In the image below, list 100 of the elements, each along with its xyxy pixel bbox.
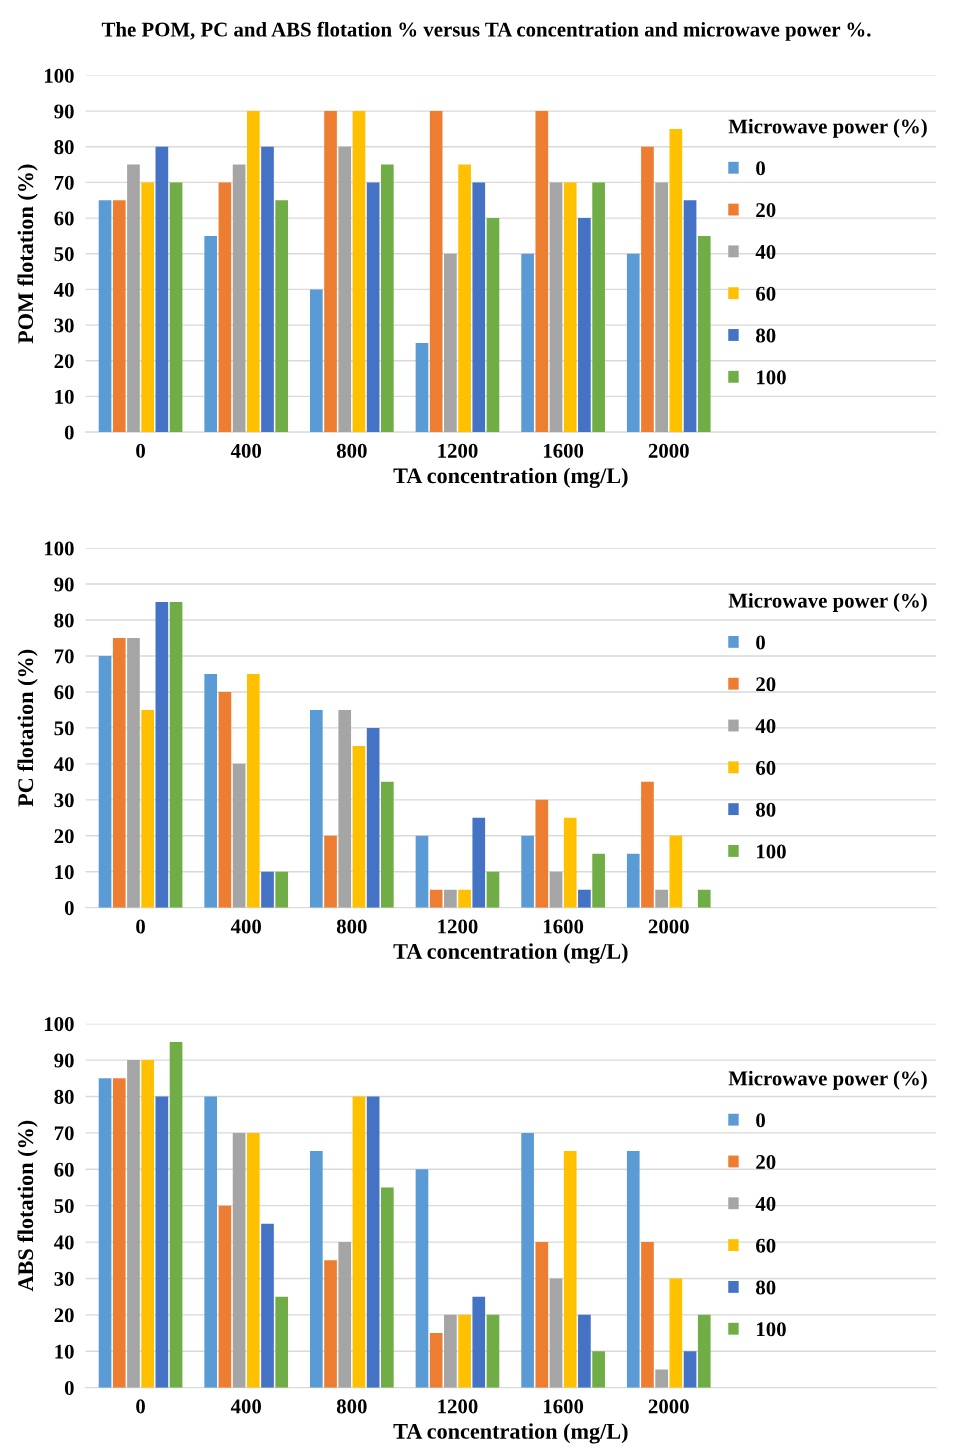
legend-label: 20 bbox=[756, 203, 776, 218]
bar bbox=[683, 200, 697, 433]
bar bbox=[169, 1041, 183, 1388]
x-tick-label: 0 bbox=[136, 919, 145, 934]
y-tick-label: 40 bbox=[53, 757, 74, 772]
bar bbox=[380, 781, 394, 908]
bar bbox=[444, 253, 457, 433]
legend-label: 80 bbox=[756, 802, 776, 817]
y-tick-label: 90 bbox=[54, 577, 74, 592]
bar bbox=[98, 1078, 112, 1388]
bar bbox=[563, 1151, 577, 1388]
y-tick-label: 20 bbox=[54, 829, 74, 844]
bar bbox=[352, 745, 366, 908]
bar bbox=[169, 602, 183, 908]
bar bbox=[324, 111, 337, 433]
bar bbox=[366, 182, 380, 433]
y-tick-label: 100 bbox=[44, 68, 74, 83]
bar bbox=[655, 889, 668, 908]
bar bbox=[578, 1314, 591, 1388]
x-axis-title: TA concentration (mg/L) bbox=[393, 943, 628, 964]
bar bbox=[521, 835, 534, 908]
bar bbox=[472, 1296, 486, 1388]
y-axis-title: ABS flotation (%) bbox=[17, 1120, 38, 1292]
bar bbox=[697, 235, 711, 433]
x-tick-label: 2000 bbox=[648, 919, 689, 934]
bar bbox=[246, 673, 260, 908]
legend-label: 100 bbox=[757, 844, 786, 859]
bar bbox=[310, 1151, 323, 1388]
bar bbox=[683, 1351, 697, 1388]
y-tick-label: 80 bbox=[54, 1089, 74, 1104]
legend-label: 40 bbox=[755, 244, 776, 259]
bar bbox=[641, 1242, 654, 1388]
bar bbox=[155, 1096, 169, 1388]
x-axis-title: TA concentration (mg/L) bbox=[393, 467, 628, 488]
x-tick-label: 1200 bbox=[438, 919, 478, 934]
bar bbox=[155, 602, 169, 908]
bar bbox=[429, 111, 443, 433]
bar bbox=[338, 146, 352, 433]
bar bbox=[338, 1242, 352, 1388]
bar bbox=[592, 1351, 605, 1388]
bar bbox=[697, 889, 711, 908]
bar bbox=[275, 871, 289, 908]
y-tick-label: 60 bbox=[54, 1162, 74, 1177]
legend-label: 100 bbox=[757, 1322, 786, 1337]
bar bbox=[429, 889, 443, 908]
bar bbox=[458, 889, 471, 908]
bar bbox=[415, 1169, 429, 1388]
y-tick-label: 10 bbox=[55, 865, 74, 880]
bar bbox=[563, 817, 577, 908]
x-tick-label: 2000 bbox=[648, 443, 689, 458]
y-tick-label: 50 bbox=[54, 721, 74, 736]
y-tick-label: 80 bbox=[54, 140, 74, 155]
y-tick-label: 50 bbox=[54, 247, 74, 262]
bar bbox=[98, 200, 112, 433]
legend-label: 60 bbox=[756, 1238, 776, 1253]
bar bbox=[549, 182, 563, 433]
bar bbox=[204, 1096, 218, 1388]
bar bbox=[380, 1187, 394, 1388]
bar bbox=[127, 164, 140, 433]
x-tick-label: 400 bbox=[230, 443, 262, 458]
bar bbox=[324, 835, 337, 908]
bar bbox=[578, 218, 591, 433]
legend-label: 20 bbox=[756, 1155, 776, 1170]
bar bbox=[141, 709, 154, 908]
legend-title: Microwave power (%) bbox=[728, 118, 927, 138]
bar bbox=[169, 182, 183, 433]
x-tick-label: 1200 bbox=[438, 443, 478, 458]
y-tick-label: 40 bbox=[53, 282, 74, 297]
y-tick-label: 30 bbox=[54, 318, 74, 333]
bar bbox=[232, 1132, 246, 1388]
x-tick-label: 400 bbox=[230, 1399, 262, 1414]
bar bbox=[218, 1205, 232, 1388]
bar bbox=[218, 691, 232, 908]
bar bbox=[578, 889, 591, 908]
x-tick-label: 1600 bbox=[543, 1399, 584, 1414]
bar bbox=[697, 1314, 711, 1388]
bar bbox=[549, 1278, 563, 1388]
bar bbox=[521, 253, 534, 433]
y-tick-label: 0 bbox=[64, 1381, 74, 1396]
bar bbox=[232, 763, 246, 908]
bar bbox=[352, 111, 366, 433]
bar bbox=[415, 835, 429, 908]
bar bbox=[141, 182, 154, 433]
bar bbox=[218, 182, 232, 433]
y-tick-label: 60 bbox=[54, 685, 74, 700]
bar bbox=[521, 1132, 534, 1388]
legend-label: 100 bbox=[757, 370, 786, 385]
y-tick-label: 100 bbox=[44, 541, 74, 556]
bar bbox=[626, 853, 640, 908]
bar bbox=[155, 146, 169, 433]
bar bbox=[458, 164, 471, 433]
x-tick-label: 1600 bbox=[543, 919, 584, 934]
bar bbox=[352, 1096, 366, 1388]
bar bbox=[246, 1132, 260, 1388]
bar bbox=[655, 182, 668, 433]
bar bbox=[310, 709, 323, 908]
bar bbox=[592, 182, 605, 433]
y-tick-label: 50 bbox=[54, 1199, 74, 1214]
legend-label: 80 bbox=[756, 328, 776, 343]
y-tick-label: 0 bbox=[64, 901, 74, 916]
